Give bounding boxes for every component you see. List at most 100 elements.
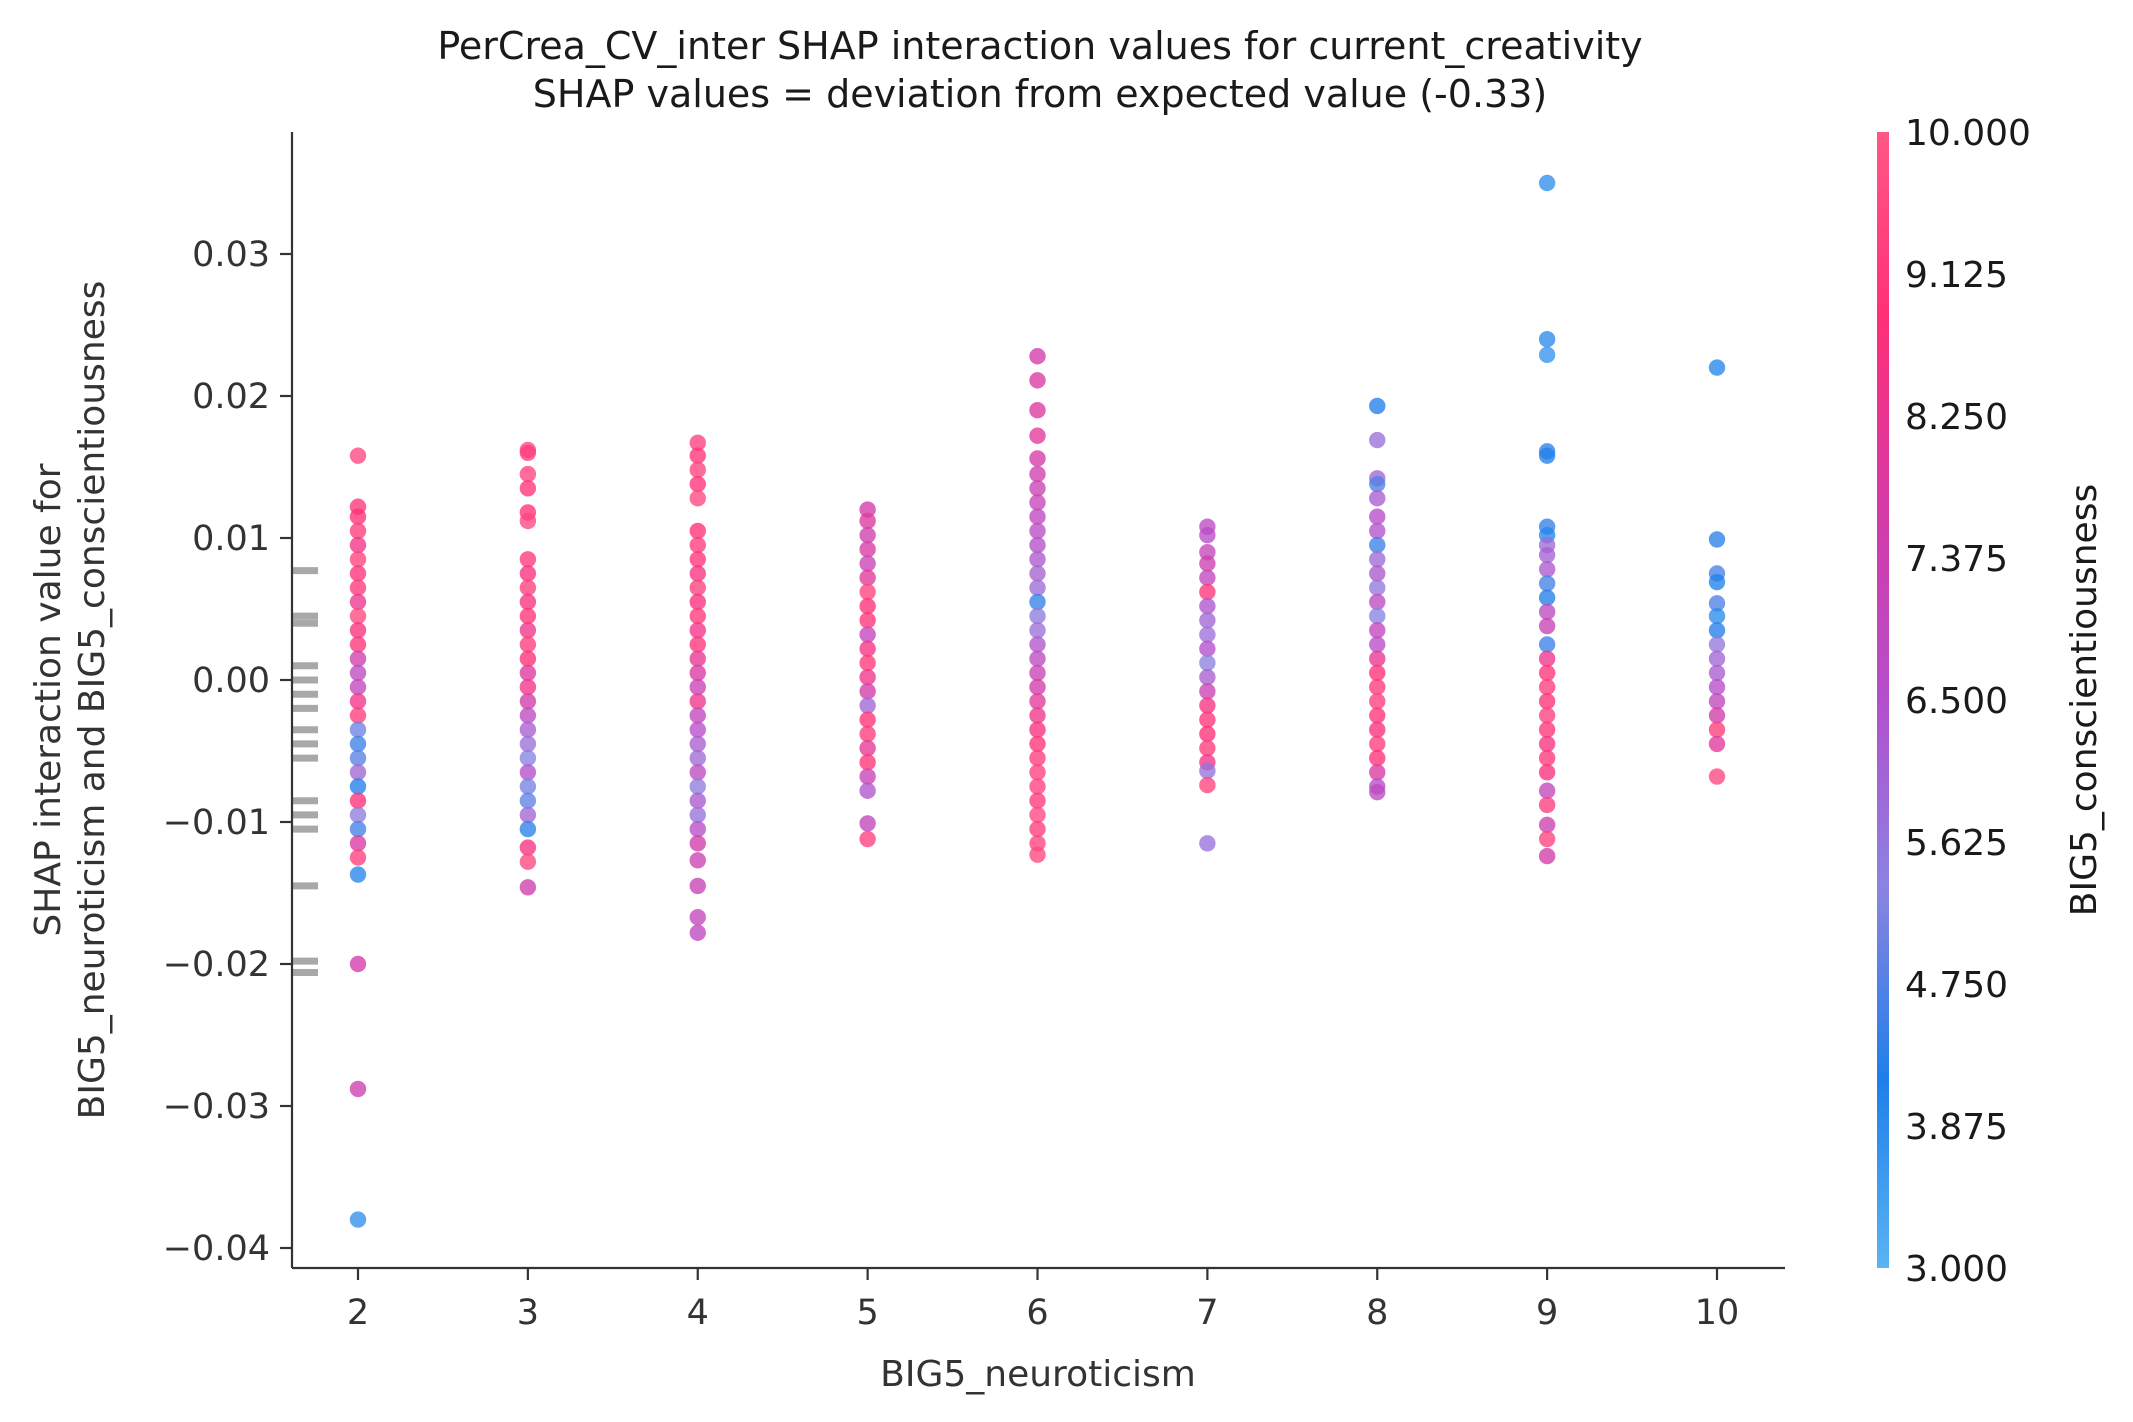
data-point xyxy=(1538,561,1556,578)
data-point xyxy=(689,764,706,781)
colorbar-label: BIG5_conscientiousness xyxy=(2064,484,2105,916)
data-point xyxy=(859,526,876,544)
data-point xyxy=(1538,650,1556,667)
colorbar-tick-label: 7.375 xyxy=(1905,539,2008,580)
data-point xyxy=(349,622,367,639)
data-point xyxy=(1029,402,1046,419)
data-point xyxy=(1369,475,1386,493)
data-point xyxy=(689,622,706,639)
data-point xyxy=(1029,735,1046,753)
data-point xyxy=(859,668,876,686)
data-point xyxy=(519,636,537,653)
data-point xyxy=(1538,693,1556,710)
data-point xyxy=(519,480,537,497)
data-point xyxy=(1708,595,1726,612)
y-tick-label: 0.00 xyxy=(192,661,270,701)
data-point xyxy=(689,579,706,596)
data-point xyxy=(859,782,876,799)
data-point xyxy=(349,607,367,625)
data-point xyxy=(349,693,367,710)
data-point xyxy=(1029,372,1046,389)
data-point xyxy=(519,622,537,639)
data-point xyxy=(1538,546,1556,564)
data-point xyxy=(1029,348,1046,365)
data-point xyxy=(519,707,537,724)
colorbar-tick-label: 9.125 xyxy=(1905,255,2008,296)
data-point xyxy=(859,711,876,728)
data-point xyxy=(349,707,367,724)
data-point xyxy=(519,820,537,838)
rug-marks xyxy=(292,567,318,977)
data-point xyxy=(1029,622,1046,639)
data-point xyxy=(689,852,706,869)
data-point xyxy=(1369,693,1386,710)
data-point xyxy=(1029,707,1046,724)
data-point xyxy=(859,830,876,848)
data-point xyxy=(1369,636,1386,653)
data-point xyxy=(349,778,367,795)
data-point xyxy=(1029,792,1046,809)
data-point xyxy=(859,768,876,785)
data-point xyxy=(519,764,537,781)
data-point xyxy=(1538,830,1556,848)
data-point xyxy=(859,569,876,586)
data-point xyxy=(1708,735,1726,753)
colorbar: 10.000 9.125 8.250 7.375 6.500 5.625 4.750 3.87… xyxy=(1877,113,2031,1290)
data-point xyxy=(1708,693,1726,710)
data-point xyxy=(1708,636,1726,653)
data-point xyxy=(1538,749,1556,767)
data-point xyxy=(519,721,537,738)
data-point xyxy=(1538,816,1556,834)
data-point xyxy=(1029,565,1046,582)
data-point xyxy=(859,754,876,771)
data-point xyxy=(689,434,706,452)
data-point xyxy=(1538,664,1556,682)
data-point xyxy=(859,640,876,657)
data-point xyxy=(859,697,876,714)
data-point xyxy=(859,683,876,700)
data-point xyxy=(349,593,367,611)
data-points xyxy=(349,174,1726,1228)
y-tick-label: 0.03 xyxy=(192,235,270,275)
data-point xyxy=(1708,721,1726,738)
data-point xyxy=(689,735,706,753)
data-point xyxy=(519,806,537,824)
data-point xyxy=(1029,450,1046,467)
data-point xyxy=(1369,735,1386,753)
data-point xyxy=(349,1080,367,1098)
data-point xyxy=(689,551,706,568)
colorbar-tick-label: 4.750 xyxy=(1905,965,2008,1006)
data-point xyxy=(519,749,537,767)
data-point xyxy=(689,536,706,554)
data-point xyxy=(1199,683,1216,700)
data-point xyxy=(349,835,367,852)
data-point xyxy=(859,626,876,643)
data-point xyxy=(519,444,537,461)
data-point xyxy=(1029,494,1046,511)
x-tick-label: 10 xyxy=(1695,1293,1740,1333)
data-point xyxy=(349,1211,367,1228)
data-point xyxy=(1369,749,1386,767)
data-point xyxy=(1199,555,1216,572)
data-point xyxy=(689,650,706,667)
data-point xyxy=(1199,668,1216,686)
data-point xyxy=(1199,711,1216,728)
data-point xyxy=(689,908,706,926)
data-point xyxy=(349,447,367,464)
data-point xyxy=(689,877,706,895)
data-point xyxy=(519,693,537,710)
data-point xyxy=(1708,707,1726,724)
x-ticks: 2 3 4 5 6 7 8 9 10 xyxy=(347,1268,1739,1333)
data-point xyxy=(1708,531,1726,548)
data-point xyxy=(1199,569,1216,586)
data-point xyxy=(1538,721,1556,738)
data-point xyxy=(859,612,876,629)
data-point xyxy=(1199,776,1216,794)
colorbar-tick-label: 3.875 xyxy=(1905,1107,2008,1148)
chart-subtitle: SHAP values = deviation from expected va… xyxy=(532,72,1548,116)
data-point xyxy=(1369,397,1386,415)
data-point xyxy=(1708,678,1726,696)
data-point xyxy=(1029,650,1046,667)
y-tick-label: −0.04 xyxy=(163,1229,270,1269)
data-point xyxy=(859,512,876,530)
